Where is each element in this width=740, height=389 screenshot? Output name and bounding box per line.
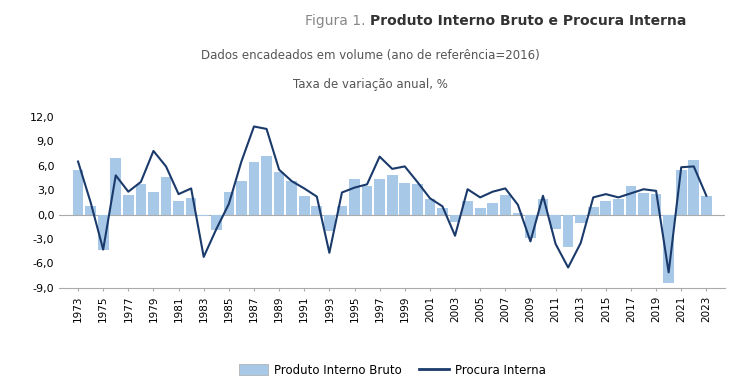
Bar — [161, 177, 172, 214]
Text: Figura 1.: Figura 1. — [305, 14, 370, 28]
Bar — [312, 205, 322, 214]
Bar — [274, 172, 284, 214]
Bar — [73, 170, 84, 214]
Procura Interna — [665, 270, 673, 275]
Text: Produto Interno Bruto e Procura Interna: Produto Interno Bruto e Procura Interna — [370, 14, 687, 28]
Bar — [437, 208, 448, 214]
Procura Interna — [702, 193, 711, 198]
Procura Interna — [73, 159, 82, 164]
Bar — [349, 179, 360, 214]
Procura Interna — [539, 193, 548, 198]
Bar — [186, 198, 197, 214]
Procura Interna — [287, 179, 296, 184]
Bar — [249, 162, 259, 214]
Bar — [525, 214, 536, 238]
Bar — [663, 214, 674, 283]
Text: Dados encadeados em volume (ano de referência=2016): Dados encadeados em volume (ano de refer… — [201, 49, 539, 61]
Procura Interna — [212, 227, 221, 231]
Procura Interna — [501, 186, 510, 191]
Bar — [475, 208, 485, 214]
Bar — [588, 207, 599, 214]
Procura Interna — [690, 164, 699, 169]
Bar — [286, 181, 297, 214]
Bar — [261, 156, 272, 214]
Line: Procura Interna: Procura Interna — [78, 126, 707, 272]
Bar — [650, 194, 662, 214]
Bar — [135, 184, 147, 214]
Bar — [701, 196, 712, 214]
Bar — [337, 206, 347, 214]
Procura Interna — [275, 167, 283, 172]
Bar — [551, 214, 561, 229]
Bar — [538, 199, 548, 214]
Bar — [211, 214, 221, 230]
Bar — [676, 170, 687, 214]
Bar — [513, 213, 523, 214]
Bar — [488, 203, 498, 214]
Bar — [362, 186, 372, 214]
Bar — [462, 202, 473, 214]
Bar — [324, 214, 334, 231]
Bar — [425, 199, 435, 214]
Bar — [236, 181, 246, 214]
Text: Taxa de variação anual, %: Taxa de variação anual, % — [292, 78, 448, 91]
Bar — [98, 214, 109, 250]
Bar — [638, 193, 649, 214]
Bar — [299, 196, 309, 214]
Bar — [412, 184, 423, 214]
Bar — [223, 192, 234, 214]
Bar — [173, 202, 184, 214]
Bar — [374, 179, 385, 214]
Bar — [613, 199, 624, 214]
Bar — [450, 214, 460, 222]
Procura Interna — [249, 124, 258, 129]
Bar — [387, 175, 397, 214]
Bar — [576, 214, 586, 223]
Legend: Produto Interno Bruto, Procura Interna: Produto Interno Bruto, Procura Interna — [234, 359, 551, 381]
Bar — [110, 158, 121, 214]
Bar — [400, 183, 410, 214]
Bar — [123, 195, 134, 214]
Bar — [563, 214, 574, 247]
Bar — [198, 214, 209, 216]
Bar — [500, 195, 511, 214]
Bar — [85, 205, 96, 214]
Bar — [625, 186, 636, 214]
Bar — [600, 202, 611, 214]
Bar — [688, 160, 699, 214]
Bar — [148, 193, 159, 214]
